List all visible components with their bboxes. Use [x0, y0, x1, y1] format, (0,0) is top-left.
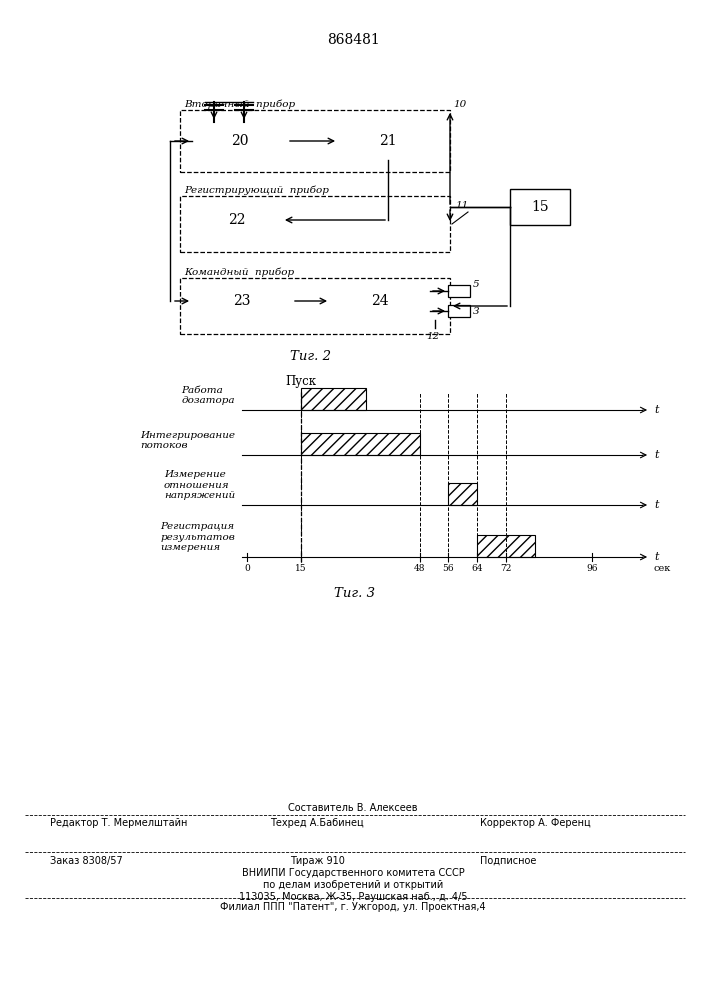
- Text: Тираж 910: Тираж 910: [290, 856, 345, 866]
- Text: Заказ 8308/57: Заказ 8308/57: [50, 856, 123, 866]
- Text: Составитель В. Алексеев: Составитель В. Алексеев: [288, 803, 418, 813]
- Text: 24: 24: [371, 294, 389, 308]
- Text: 15: 15: [531, 200, 549, 214]
- Text: 11: 11: [455, 202, 468, 211]
- Text: 22: 22: [228, 213, 246, 227]
- Text: 113035, Москва, Ж-35, Раушская наб., д. 4/5: 113035, Москва, Ж-35, Раушская наб., д. …: [239, 892, 467, 902]
- Text: Работа
дозатора: Работа дозатора: [182, 386, 235, 405]
- Text: Филиал ППП "Патент", г. Ужгород, ул. Проектная,4: Филиал ППП "Патент", г. Ужгород, ул. Про…: [220, 902, 486, 912]
- Bar: [180, 110, 450, 172]
- Text: Регистрация
результатов
измерения: Регистрация результатов измерения: [160, 522, 235, 552]
- Text: Редактор Т. Мермелштайн: Редактор Т. Мермелштайн: [50, 818, 187, 828]
- Text: сек: сек: [654, 564, 672, 573]
- Bar: [192, 122, 287, 160]
- Text: Интегрирование
потоков: Интегрирование потоков: [140, 431, 235, 450]
- Text: Командный  прибор: Командный прибор: [184, 267, 294, 277]
- Bar: [180, 196, 450, 252]
- Text: 868481: 868481: [327, 33, 380, 47]
- Text: Вторичный  прибор: Вторичный прибор: [184, 100, 295, 109]
- Text: 23: 23: [233, 294, 251, 308]
- Bar: [180, 278, 450, 334]
- Text: 21: 21: [379, 134, 397, 148]
- Text: 3: 3: [473, 306, 479, 316]
- Text: t: t: [654, 552, 658, 562]
- Text: 0: 0: [244, 564, 250, 573]
- Text: 20: 20: [230, 134, 248, 148]
- Text: 48: 48: [414, 564, 425, 573]
- Text: Техред А.Бабинец: Техред А.Бабинец: [270, 818, 363, 828]
- Text: 10: 10: [453, 100, 466, 109]
- Text: Подписное: Подписное: [480, 856, 537, 866]
- Text: 72: 72: [500, 564, 511, 573]
- Bar: [477, 535, 534, 557]
- Text: 64: 64: [472, 564, 483, 573]
- Bar: [192, 282, 292, 320]
- Text: t: t: [654, 405, 658, 415]
- Bar: [192, 202, 282, 238]
- Bar: [338, 122, 438, 160]
- Text: t: t: [654, 500, 658, 510]
- Bar: [448, 305, 470, 317]
- Text: Τиг. 3: Τиг. 3: [334, 587, 375, 600]
- Text: 96: 96: [586, 564, 597, 573]
- Text: Измерение
отношения
напряжений: Измерение отношения напряжений: [164, 470, 235, 500]
- Bar: [448, 483, 477, 505]
- Bar: [301, 388, 366, 410]
- Text: Корректор А. Ференц: Корректор А. Ференц: [480, 818, 591, 828]
- Text: Τиг. 2: Τиг. 2: [289, 350, 330, 363]
- Text: 56: 56: [443, 564, 454, 573]
- Bar: [301, 433, 419, 455]
- Text: t: t: [654, 450, 658, 460]
- Text: Регистрирующий  прибор: Регистрирующий прибор: [184, 186, 329, 195]
- Bar: [448, 285, 470, 297]
- Bar: [330, 282, 430, 320]
- Text: по делам изобретений и открытий: по делам изобретений и открытий: [263, 880, 443, 890]
- Text: Пуск: Пуск: [286, 375, 317, 388]
- Text: ВНИИПИ Государственного комитета СССР: ВНИИПИ Государственного комитета СССР: [242, 868, 464, 878]
- Text: 15: 15: [295, 564, 307, 573]
- Text: 12: 12: [426, 332, 440, 341]
- Bar: [510, 189, 570, 225]
- Text: 5: 5: [473, 280, 479, 289]
